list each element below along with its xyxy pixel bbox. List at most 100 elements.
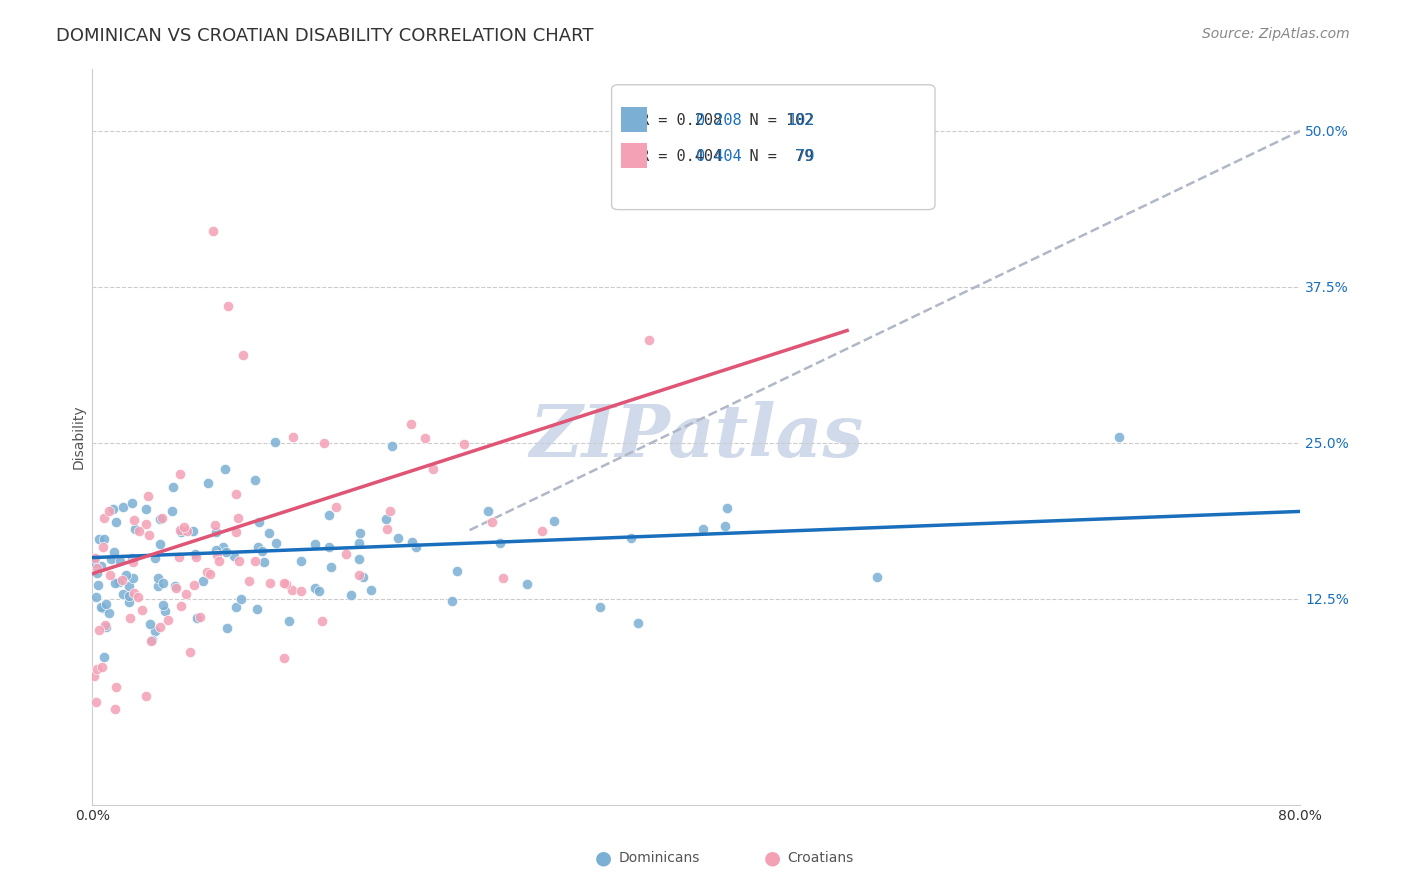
Point	[83, 669, 105, 683]
Point	[204, 543, 226, 558]
Point	[273, 576, 295, 591]
Point	[308, 584, 330, 599]
Point	[160, 504, 183, 518]
Text: 0.208: 0.208	[696, 113, 741, 128]
Point	[124, 522, 146, 536]
Point	[146, 571, 169, 585]
Point	[204, 518, 226, 533]
Point	[866, 570, 889, 584]
Point	[156, 613, 179, 627]
Point	[714, 519, 737, 533]
Point	[246, 540, 269, 554]
Point	[378, 504, 401, 518]
Point	[94, 597, 117, 611]
Point	[121, 496, 143, 510]
Point	[340, 588, 363, 602]
Point	[290, 554, 312, 568]
Point	[278, 615, 301, 629]
Point	[405, 541, 427, 555]
Point	[90, 600, 112, 615]
Text: Source: ZipAtlas.com: Source: ZipAtlas.com	[1202, 27, 1350, 41]
Point	[516, 576, 538, 591]
Point	[377, 522, 399, 536]
Text: ●: ●	[595, 848, 619, 868]
Point	[122, 555, 145, 569]
Point	[90, 558, 112, 573]
Point	[143, 624, 166, 639]
Point	[716, 500, 738, 515]
Point	[215, 622, 238, 636]
Point	[97, 504, 120, 518]
Point	[215, 545, 238, 559]
Point	[150, 511, 173, 525]
Point	[152, 598, 174, 612]
Point	[274, 577, 297, 591]
Point	[273, 651, 295, 665]
Point	[100, 552, 122, 566]
Point	[86, 566, 108, 580]
Point	[111, 500, 134, 515]
Point	[692, 522, 714, 536]
Point	[167, 550, 190, 565]
Point	[638, 333, 661, 347]
Point	[281, 582, 304, 597]
Point	[170, 599, 193, 613]
Text: 0.404: 0.404	[696, 149, 741, 163]
Point	[188, 609, 211, 624]
Point	[141, 632, 163, 647]
Point	[243, 473, 266, 487]
Point	[100, 568, 122, 582]
Point	[349, 525, 371, 540]
Point	[128, 524, 150, 539]
Point	[104, 702, 127, 716]
Point	[290, 583, 312, 598]
Point	[441, 594, 464, 608]
Point	[110, 574, 132, 588]
Point	[530, 524, 553, 539]
Point	[380, 439, 402, 453]
Point	[399, 417, 422, 431]
Point	[492, 571, 515, 585]
Point	[655, 149, 678, 163]
Point	[124, 586, 146, 600]
Point	[135, 689, 157, 703]
Point	[214, 462, 236, 476]
Point	[186, 550, 208, 565]
Point	[197, 565, 219, 579]
Point	[225, 524, 247, 539]
Y-axis label: Disability: Disability	[72, 404, 86, 469]
Point	[208, 554, 231, 568]
Point	[84, 694, 107, 708]
Point	[153, 604, 176, 618]
Point	[201, 224, 224, 238]
Point	[304, 537, 326, 551]
Point	[122, 513, 145, 527]
Text: 79: 79	[787, 149, 814, 163]
Point	[453, 437, 475, 451]
Point	[247, 516, 270, 530]
Point	[481, 515, 503, 529]
Point	[422, 462, 444, 476]
Point	[169, 467, 191, 482]
Point	[93, 649, 115, 664]
Point	[91, 660, 114, 674]
Point	[197, 475, 219, 490]
Point	[228, 554, 250, 568]
Point	[138, 616, 160, 631]
Point	[146, 579, 169, 593]
Point	[103, 544, 125, 558]
Point	[231, 592, 253, 607]
Point	[98, 606, 121, 620]
Point	[225, 487, 247, 501]
Point	[165, 582, 187, 596]
Point	[101, 502, 124, 516]
Point	[446, 564, 468, 578]
Point	[93, 510, 115, 524]
Point	[83, 556, 105, 570]
Point	[136, 489, 159, 503]
Point	[87, 623, 110, 637]
Text: ZIPatlas: ZIPatlas	[529, 401, 863, 472]
Point	[179, 645, 201, 659]
Point	[108, 553, 131, 567]
Point	[319, 560, 342, 574]
